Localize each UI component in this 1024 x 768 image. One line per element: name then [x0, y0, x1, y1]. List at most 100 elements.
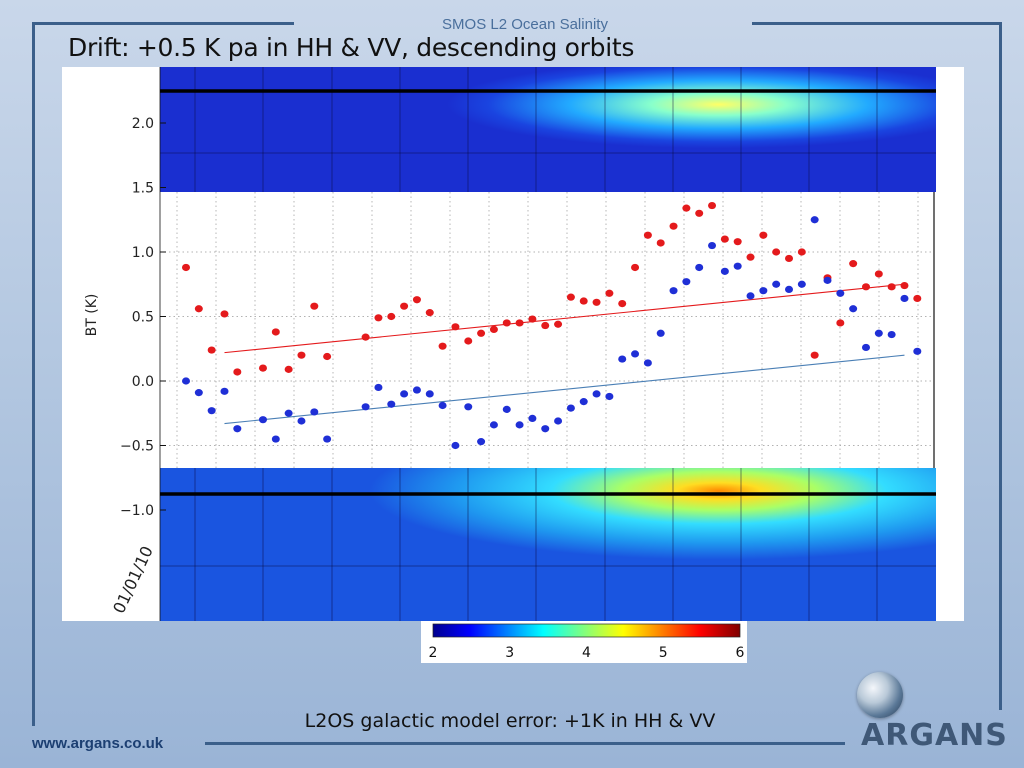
- red-trend-line: [224, 283, 905, 354]
- y-ticks: 2.0 1.5 1.0 0.5 0.0 −0.5 −1.0: [120, 116, 166, 519]
- y-tick-label: 0.0: [132, 374, 154, 390]
- blue-data-point: [502, 405, 511, 413]
- red-data-point: [374, 314, 383, 322]
- footer-url-link[interactable]: www.argans.co.uk: [32, 735, 164, 752]
- frame-right-line: [999, 22, 1002, 710]
- blue-data-point: [207, 407, 216, 415]
- blue-data-point: [656, 329, 665, 337]
- globe-icon: [857, 672, 903, 718]
- blue-data-point: [374, 383, 383, 392]
- blue-data-point: [797, 280, 806, 288]
- blue-data-point: [297, 417, 306, 425]
- red-data-point: [836, 319, 845, 327]
- blue-data-point: [477, 438, 486, 446]
- blue-data-point: [618, 355, 627, 363]
- red-data-point: [887, 283, 896, 291]
- red-data-point: [220, 310, 229, 318]
- blue-data-point: [669, 287, 678, 295]
- blue-data-point: [887, 330, 896, 339]
- blue-data-point: [361, 403, 370, 411]
- blue-data-point: [387, 400, 396, 408]
- blue-data-point: [682, 278, 691, 286]
- red-data-point: [489, 325, 498, 333]
- red-data-point: [271, 328, 280, 336]
- y-tick-label: −1.0: [120, 503, 154, 519]
- red-data-point: [708, 201, 717, 210]
- red-data-point: [258, 364, 267, 372]
- red-data-point: [194, 305, 203, 313]
- blue-data-point: [438, 401, 447, 410]
- blue-data-point: [900, 294, 909, 303]
- y-tick-label: 1.5: [132, 181, 154, 197]
- red-data-point: [310, 302, 319, 310]
- red-data-point: [797, 248, 806, 256]
- red-data-point: [438, 342, 447, 350]
- blue-data-point: [746, 292, 755, 300]
- red-data-point: [605, 289, 614, 297]
- colorbar-ticks: 2 3 4 5 6: [429, 645, 745, 661]
- blue-data-point: [310, 408, 319, 416]
- logo-text: ARGANS: [861, 718, 1008, 753]
- y-tick-label: −0.5: [120, 439, 154, 455]
- red-data-point: [566, 293, 575, 301]
- blue-data-point: [695, 263, 704, 272]
- red-data-point: [874, 270, 883, 278]
- y-tick-label: 1.0: [132, 245, 154, 261]
- red-data-point: [913, 294, 922, 303]
- blue-data-point: [874, 329, 883, 337]
- red-data-point: [810, 351, 819, 359]
- red-data-point: [297, 351, 306, 359]
- red-data-point: [631, 263, 640, 272]
- blue-data-point: [849, 305, 858, 313]
- blue-data-point: [566, 404, 575, 412]
- blue-data-point: [425, 390, 434, 398]
- blue-data-point: [785, 285, 794, 294]
- red-data-point: [541, 321, 550, 330]
- red-data-point: [502, 319, 511, 327]
- blue-data-point: [836, 289, 845, 297]
- red-data-point: [669, 222, 678, 230]
- red-data-point: [400, 302, 409, 310]
- blue-data-point: [631, 350, 640, 358]
- red-data-point: [207, 346, 216, 354]
- slide-title: Drift: +0.5 K pa in HH & VV, descending …: [68, 33, 635, 62]
- red-data-point: [528, 315, 537, 323]
- figure: 2.0 1.5 1.0 0.5 0.0 −0.5 −1.0 BT (K) 01/01/10: [62, 67, 964, 621]
- blue-data-point: [592, 390, 601, 398]
- blue-data-point: [913, 347, 922, 355]
- red-data-point: [592, 298, 601, 306]
- red-data-point: [682, 204, 691, 212]
- blue-data-point: [182, 377, 190, 385]
- blue-data-point: [451, 441, 460, 450]
- blue-data-point: [412, 386, 421, 394]
- blue-data-point: [708, 241, 717, 250]
- red-data-point: [323, 352, 332, 361]
- red-data-point: [387, 312, 396, 321]
- blue-data-point: [220, 387, 229, 395]
- blue-data-point: [489, 421, 498, 429]
- red-data-point: [464, 337, 473, 345]
- bt-scatter-chart: 2.0 1.5 1.0 0.5 0.0 −0.5 −1.0 BT (K) 01/01/10: [84, 67, 936, 621]
- red-data-point: [785, 254, 794, 263]
- red-data-point: [861, 283, 870, 291]
- red-data-point: [515, 319, 524, 327]
- frame-bottom-line: [205, 742, 845, 745]
- colorbar-tick-label: 5: [659, 645, 668, 661]
- red-data-point: [772, 248, 781, 256]
- slide-caption: L2OS galactic model error: +1K in HH & V…: [304, 710, 716, 732]
- y-tick-label: 2.0: [132, 116, 154, 132]
- blue-data-point: [554, 417, 563, 425]
- red-data-point: [900, 281, 909, 290]
- frame-top-left-line: [32, 22, 294, 25]
- red-data-point: [451, 323, 460, 331]
- blue-data-point: [823, 276, 832, 284]
- blue-data-point: [643, 359, 652, 367]
- blue-data-point: [258, 416, 267, 424]
- red-data-point: [849, 260, 858, 268]
- red-data-point: [695, 209, 704, 217]
- blue-data-point: [515, 421, 524, 429]
- blue-data-point: [400, 390, 409, 398]
- map-strip-bottom: [160, 468, 936, 621]
- y-tick-label: 0.5: [132, 310, 154, 326]
- blue-data-point: [720, 267, 729, 275]
